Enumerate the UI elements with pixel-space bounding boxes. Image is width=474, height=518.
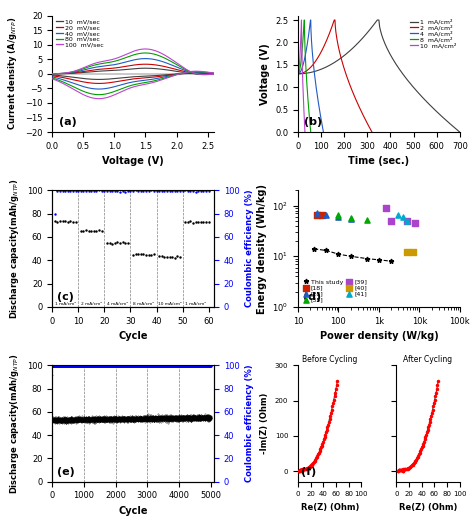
X-axis label: Voltage (V): Voltage (V) <box>102 156 164 166</box>
This study <box>376 257 382 263</box>
[28] <box>322 211 330 219</box>
This study <box>311 246 317 252</box>
[28] <box>347 214 355 223</box>
This study <box>388 258 394 264</box>
Y-axis label: Discharge capacity(mAh/g$_{NTP}$): Discharge capacity(mAh/g$_{NTP}$) <box>8 178 21 319</box>
X-axis label: Re(Z) (Ohm): Re(Z) (Ohm) <box>301 503 359 512</box>
[28] <box>313 209 321 218</box>
Y-axis label: Energy density (Wh/kg): Energy density (Wh/kg) <box>257 184 267 313</box>
[35] <box>347 213 355 222</box>
Text: 2 mA/cm²: 2 mA/cm² <box>81 301 102 306</box>
[35] <box>363 216 371 224</box>
Text: 8 mA/cm²: 8 mA/cm² <box>133 301 154 306</box>
Y-axis label: Coulombic efficiency (%): Coulombic efficiency (%) <box>245 365 254 482</box>
X-axis label: Cycle: Cycle <box>118 331 148 341</box>
[40] <box>409 248 417 256</box>
X-axis label: Cycle: Cycle <box>118 506 148 516</box>
[18] <box>313 211 321 219</box>
Text: (e): (e) <box>57 467 75 477</box>
[28] <box>335 213 342 221</box>
Title: Before Cycling: Before Cycling <box>302 355 357 364</box>
[39] <box>387 217 395 225</box>
[18] <box>319 211 326 219</box>
This study <box>323 248 329 254</box>
[41] <box>394 211 402 219</box>
[41] <box>400 213 407 221</box>
Text: 1 mA/cm²: 1 mA/cm² <box>185 301 206 306</box>
Y-axis label: Current density (A/g$_{NTP}$): Current density (A/g$_{NTP}$) <box>6 17 19 131</box>
[39] <box>403 217 411 225</box>
Text: (f): (f) <box>301 467 316 477</box>
[39] <box>411 219 419 227</box>
X-axis label: Time (sec.): Time (sec.) <box>348 156 410 166</box>
Y-axis label: Coulombic efficiency (%): Coulombic efficiency (%) <box>245 190 254 308</box>
Text: (a): (a) <box>59 118 76 127</box>
Text: (b): (b) <box>304 118 323 127</box>
Y-axis label: -Im(Z) (Ohm): -Im(Z) (Ohm) <box>260 393 269 454</box>
Y-axis label: Discharge capacity(mAh/g$_{NTP}$): Discharge capacity(mAh/g$_{NTP}$) <box>8 353 21 494</box>
X-axis label: Power density (W/kg): Power density (W/kg) <box>319 331 438 341</box>
Text: 10 mA/cm²: 10 mA/cm² <box>158 301 182 306</box>
Y-axis label: Voltage (V): Voltage (V) <box>260 43 270 105</box>
[40] <box>403 248 411 256</box>
[41] <box>403 217 411 225</box>
Line: This study: This study <box>312 247 393 264</box>
Text: 4 mA/cm²: 4 mA/cm² <box>107 301 128 306</box>
This study <box>364 255 370 262</box>
[35] <box>335 211 342 219</box>
Legend: 1  mA/cm², 2  mA/cm², 4  mA/cm², 8  mA/cm², 10  mA/cm²: 1 mA/cm², 2 mA/cm², 4 mA/cm², 8 mA/cm², … <box>410 19 456 49</box>
X-axis label: Re(Z) (Ohm): Re(Z) (Ohm) <box>399 503 457 512</box>
This study <box>348 253 354 260</box>
Title: After Cycling: After Cycling <box>403 355 453 364</box>
Text: (d): (d) <box>303 292 321 303</box>
Text: 1 mA/cm²: 1 mA/cm² <box>55 301 76 306</box>
Text: (c): (c) <box>57 292 74 303</box>
[39] <box>382 204 390 212</box>
Legend: 10  mV/sec, 20  mV/sec, 40  mV/sec, 80  mV/sec, 100  mV/sec: 10 mV/sec, 20 mV/sec, 40 mV/sec, 80 mV/s… <box>55 19 105 48</box>
Legend: This study, [18], [28], [35], [39], [40], [41]: This study, [18], [28], [35], [39], [40]… <box>301 278 368 304</box>
This study <box>336 251 341 257</box>
